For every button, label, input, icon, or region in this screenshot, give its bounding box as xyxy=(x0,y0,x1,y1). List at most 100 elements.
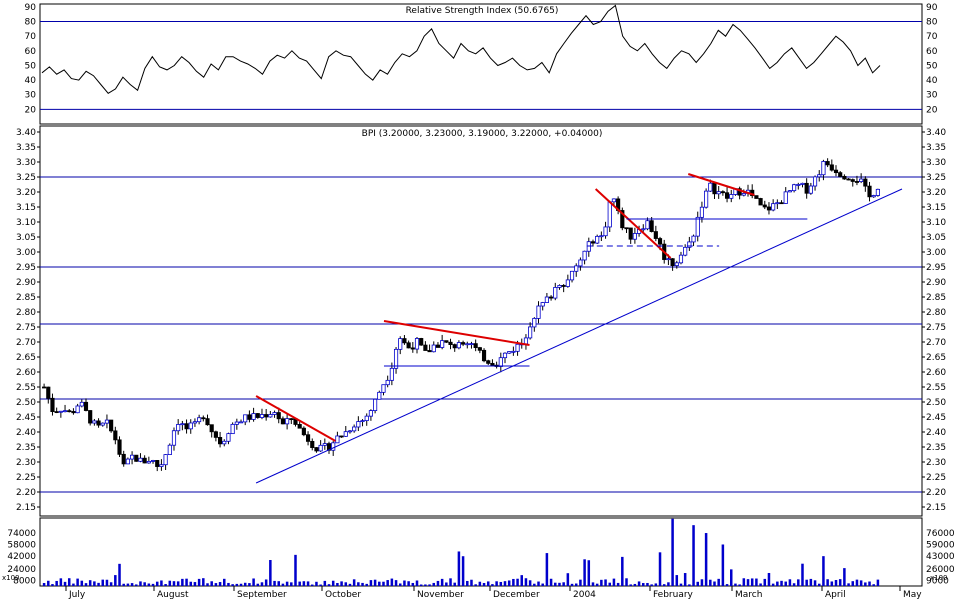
candle-body xyxy=(259,414,265,418)
candle-body xyxy=(456,342,461,349)
candle-body xyxy=(192,421,198,424)
candle-body xyxy=(469,343,474,346)
candle-body xyxy=(620,210,625,229)
price-tick-left: 2.55 xyxy=(16,383,36,393)
candle-body xyxy=(385,379,390,386)
rsi-tick-left: 60 xyxy=(25,47,37,57)
price-tick-left: 2.25 xyxy=(16,473,36,483)
price-tick-right: 2.20 xyxy=(926,488,946,498)
candle-body xyxy=(201,417,206,420)
candle-body xyxy=(729,194,734,199)
candle-body xyxy=(381,384,386,393)
candle-body xyxy=(427,350,432,353)
price-tick-right: 2.70 xyxy=(926,338,946,348)
candle-body xyxy=(829,164,834,171)
candle-body xyxy=(435,344,441,348)
candle-body xyxy=(683,246,688,256)
candle-body xyxy=(854,181,860,183)
rsi-title: Relative Strength Index (50.6765) xyxy=(406,6,559,16)
candle-body xyxy=(347,430,353,433)
month-label: September xyxy=(237,590,287,599)
rsi-tick-left: 80 xyxy=(25,18,37,28)
candle-body xyxy=(741,193,746,196)
candle-body xyxy=(603,226,608,237)
volume-tick-left: 42000 xyxy=(7,552,36,562)
candle-body xyxy=(280,418,286,425)
candle-body xyxy=(804,182,809,194)
candle-body xyxy=(599,235,604,238)
candle-body xyxy=(645,220,650,230)
candle-body xyxy=(419,338,424,346)
volume-unit-label-left: x100 xyxy=(2,574,20,582)
volume-tick-left: 24000 xyxy=(7,565,36,575)
month-label: April xyxy=(825,590,846,599)
volume-tick-right: 26000 xyxy=(926,565,955,575)
price-tick-right: 3.30 xyxy=(926,158,946,168)
candle-body xyxy=(264,414,269,418)
month-label: July xyxy=(68,590,86,599)
price-tick-right: 2.45 xyxy=(926,413,946,423)
candle-body xyxy=(867,185,872,198)
candle-body xyxy=(180,423,185,426)
price-tick-left: 2.80 xyxy=(16,308,36,318)
candle-body xyxy=(121,453,126,465)
price-tick-right: 3.00 xyxy=(926,248,946,258)
candle-body xyxy=(197,417,202,423)
price-tick-right: 2.30 xyxy=(926,458,946,468)
price-tick-left: 2.65 xyxy=(16,353,36,363)
candle-body xyxy=(272,412,277,415)
candle-body xyxy=(850,179,855,182)
price-tick-left: 2.70 xyxy=(16,338,36,348)
rsi-tick-right: 40 xyxy=(926,76,938,86)
month-label: March xyxy=(735,590,762,599)
candle-body xyxy=(423,344,428,351)
candle-body xyxy=(62,410,68,413)
candle-body xyxy=(674,262,679,267)
candle-body xyxy=(653,231,658,239)
candle-body xyxy=(243,414,248,423)
price-tick-right: 2.15 xyxy=(926,503,946,513)
rsi-tick-left: 50 xyxy=(25,61,37,71)
price-tick-left: 2.15 xyxy=(16,503,36,513)
candle-body xyxy=(549,296,554,299)
price-tick-right: 3.40 xyxy=(926,128,946,138)
candle-body xyxy=(360,420,365,423)
price-title: BPI (3.20000, 3.23000, 3.19000, 3.22000,… xyxy=(362,129,603,139)
candle-body xyxy=(339,435,344,438)
candle-body xyxy=(377,391,382,400)
candle-body xyxy=(561,285,566,287)
candle-body xyxy=(155,460,160,467)
candle-body xyxy=(859,178,864,183)
price-tick-right: 2.80 xyxy=(926,308,946,318)
candle-body xyxy=(775,202,780,205)
candle-body xyxy=(720,191,725,194)
downtrend-line xyxy=(383,320,530,346)
candle-body xyxy=(159,464,164,467)
candle-body xyxy=(335,435,340,444)
price-tick-left: 2.35 xyxy=(16,443,36,453)
candle-body xyxy=(875,188,880,196)
price-tick-left: 2.60 xyxy=(16,368,36,378)
candle-body xyxy=(473,343,478,349)
candle-body xyxy=(511,350,516,353)
rsi-tick-right: 20 xyxy=(926,105,938,115)
vol-panel-frame xyxy=(39,517,923,587)
volume-tick-left: 74000 xyxy=(7,529,36,539)
rsi-tick-right: 60 xyxy=(926,47,938,57)
price-tick-right: 3.20 xyxy=(926,188,946,198)
candle-body xyxy=(724,192,730,199)
volume-tick-right: 43000 xyxy=(926,552,955,562)
price-tick-left: 2.40 xyxy=(16,428,36,438)
candle-body xyxy=(176,424,181,432)
price-tick-right: 3.05 xyxy=(926,233,946,243)
candle-body xyxy=(297,424,302,429)
candle-body xyxy=(544,296,549,303)
candle-body xyxy=(565,279,570,287)
candle-body xyxy=(167,444,172,455)
candle-body xyxy=(138,457,143,462)
rsi-tick-right: 90 xyxy=(926,3,938,13)
candle-body xyxy=(343,431,348,437)
volume-tick-left: 8000 xyxy=(13,576,36,586)
price-tick-right: 3.35 xyxy=(926,143,946,153)
